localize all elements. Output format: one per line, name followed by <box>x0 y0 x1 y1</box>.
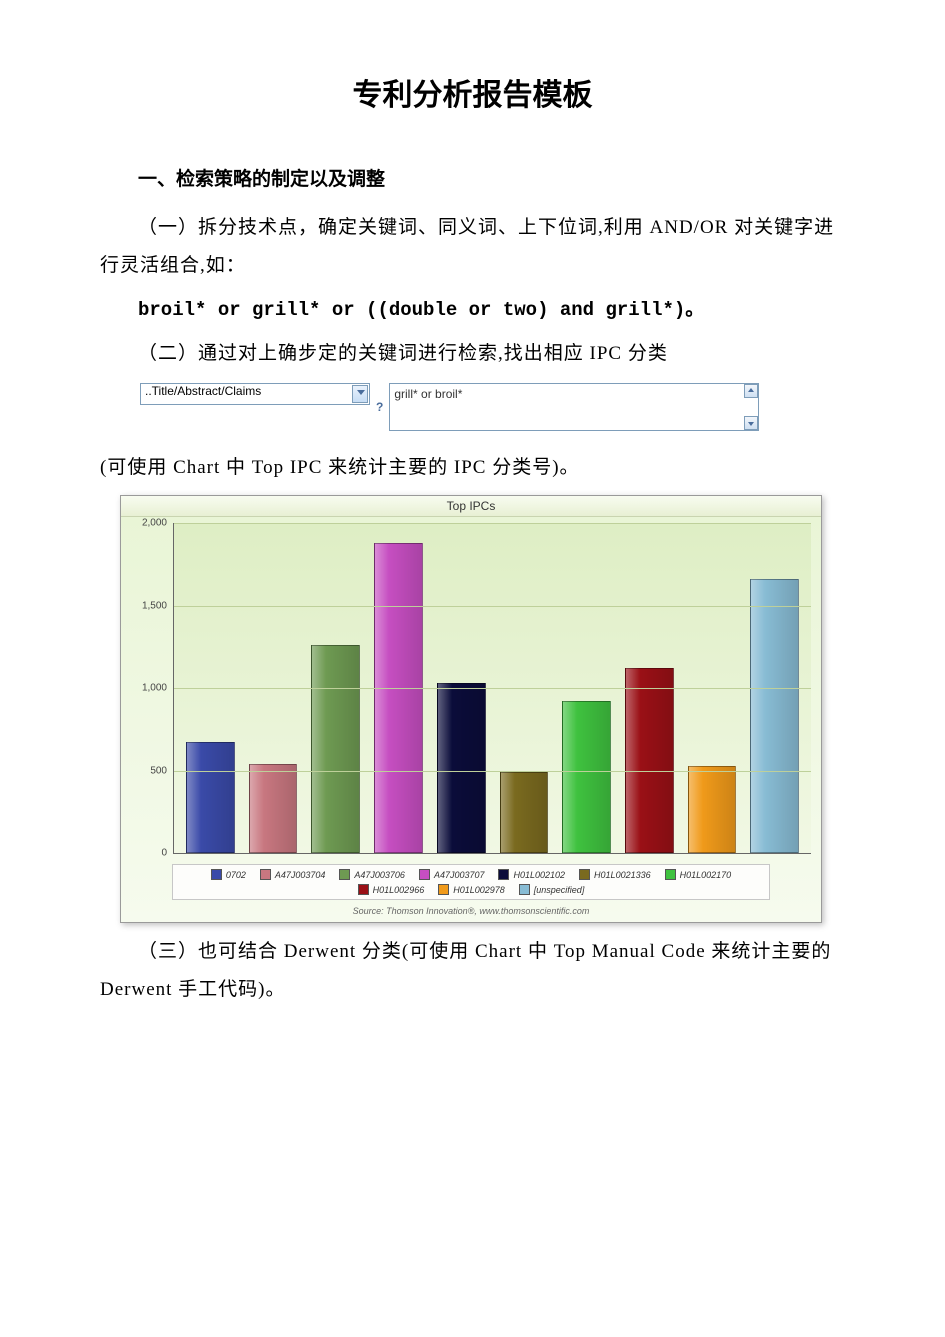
document-page: 专利分析报告模板 一、检索策略的制定以及调整 （一）拆分技术点，确定关键词、同义… <box>0 0 945 1075</box>
chart-bar <box>249 764 298 853</box>
chart-legend-label: H01L002170 <box>680 870 732 880</box>
chart-legend-label: [unspecified] <box>534 885 585 895</box>
chart-legend-swatch <box>358 884 369 895</box>
chart-legend-item: 0702 <box>211 869 246 880</box>
chart-bar <box>374 543 423 853</box>
chart-gridline <box>174 523 811 524</box>
chart-legend-item: A47J003707 <box>419 869 485 880</box>
chart-gridline <box>174 771 811 772</box>
chart-legend-item: A47J003706 <box>339 869 405 880</box>
chart-bar <box>186 742 235 853</box>
chart-plot-area <box>173 523 811 854</box>
paragraph-2: （二）通过对上确步定的关键词进行检索,找出相应 IPC 分类 <box>100 335 845 373</box>
scroll-up-icon[interactable] <box>744 384 758 398</box>
chart-legend-label: H01L002102 <box>513 870 565 880</box>
chart-legend-item: H01L002966 <box>358 884 425 895</box>
paragraph-1: （一）拆分技术点，确定关键词、同义词、上下位词,利用 AND/OR 对关键字进行… <box>100 209 845 285</box>
chart-legend-label: 0702 <box>226 870 246 880</box>
chart-y-tick-label: 500 <box>150 765 167 776</box>
chart-y-tick-label: 1,500 <box>142 600 167 611</box>
chart-y-tick-label: 0 <box>161 848 167 859</box>
chart-bar <box>688 766 737 853</box>
chart-bar <box>750 579 799 853</box>
chart-legend-item: [unspecified] <box>519 884 585 895</box>
chart-legend-item: H01L0021336 <box>579 869 651 880</box>
chart-legend-item: A47J003704 <box>260 869 326 880</box>
chart-y-tick-label: 2,000 <box>142 518 167 529</box>
chart-legend-item: H01L002978 <box>438 884 505 895</box>
chart-legend-swatch <box>438 884 449 895</box>
chart-bar <box>311 645 360 853</box>
search-field-dropdown-value: ..Title/Abstract/Claims <box>145 384 261 398</box>
chart-y-axis: 05001,0001,5002,000 <box>131 523 173 853</box>
chart-legend-item: H01L002102 <box>498 869 565 880</box>
chart-legend-swatch <box>419 869 430 880</box>
chart-legend-label: A47J003707 <box>434 870 485 880</box>
chart-legend-label: H01L002966 <box>373 885 425 895</box>
chart-legend-label: H01L0021336 <box>594 870 651 880</box>
search-field-dropdown[interactable]: ..Title/Abstract/Claims <box>140 383 370 405</box>
search-query-value: grill* or broil* <box>394 387 462 401</box>
chart-legend-swatch <box>579 869 590 880</box>
paragraph-3: (可使用 Chart 中 Top IPC 来统计主要的 IPC 分类号)。 <box>100 449 845 487</box>
top-ipc-chart: Top IPCs 0 500 1,000 1,500 2,000 0702 A47J003… <box>120 495 822 923</box>
query-example: broil* or grill* or ((double or two) and… <box>100 291 845 329</box>
chart-gridline <box>174 606 811 607</box>
search-ui-row: ..Title/Abstract/Claims ? grill* or broi… <box>140 383 845 431</box>
chart-legend-label: A47J003706 <box>354 870 405 880</box>
scroll-down-icon[interactable] <box>744 416 758 430</box>
section-1-heading: 一、检索策略的制定以及调整 <box>100 164 845 191</box>
search-query-textarea[interactable]: grill* or broil* <box>389 383 759 431</box>
paragraph-4: （三）也可结合 Derwent 分类(可使用 Chart 中 Top Manua… <box>100 933 845 1009</box>
chart-legend-swatch <box>211 869 222 880</box>
chart-legend-swatch <box>498 869 509 880</box>
help-icon[interactable]: ? <box>376 400 383 414</box>
chart-bar <box>437 683 486 853</box>
chart-bar <box>562 701 611 853</box>
chart-bar <box>500 772 549 853</box>
chart-legend: 0702 A47J003704 A47J003706 A47J003707 H01L00… <box>172 864 770 900</box>
chart-title: Top IPCs <box>121 496 821 517</box>
chart-legend-swatch <box>519 884 530 895</box>
chart-y-tick-label: 1,000 <box>142 683 167 694</box>
chart-body: 0 500 1,000 1,500 2,000 0702 A47J003704 A47J00… <box>121 517 821 922</box>
chart-legend-swatch <box>339 869 350 880</box>
chart-bar <box>625 668 674 853</box>
chart-legend-label: A47J003704 <box>275 870 326 880</box>
document-title: 专利分析报告模板 <box>100 70 845 114</box>
chevron-down-icon <box>357 390 365 395</box>
chart-legend-item: H01L002170 <box>665 869 732 880</box>
chart-legend-swatch <box>260 869 271 880</box>
chart-source-text: Source: Thomson Innovation®, www.thomson… <box>131 904 811 920</box>
chart-legend-swatch <box>665 869 676 880</box>
chart-gridline <box>174 688 811 689</box>
chart-legend-label: H01L002978 <box>453 885 505 895</box>
